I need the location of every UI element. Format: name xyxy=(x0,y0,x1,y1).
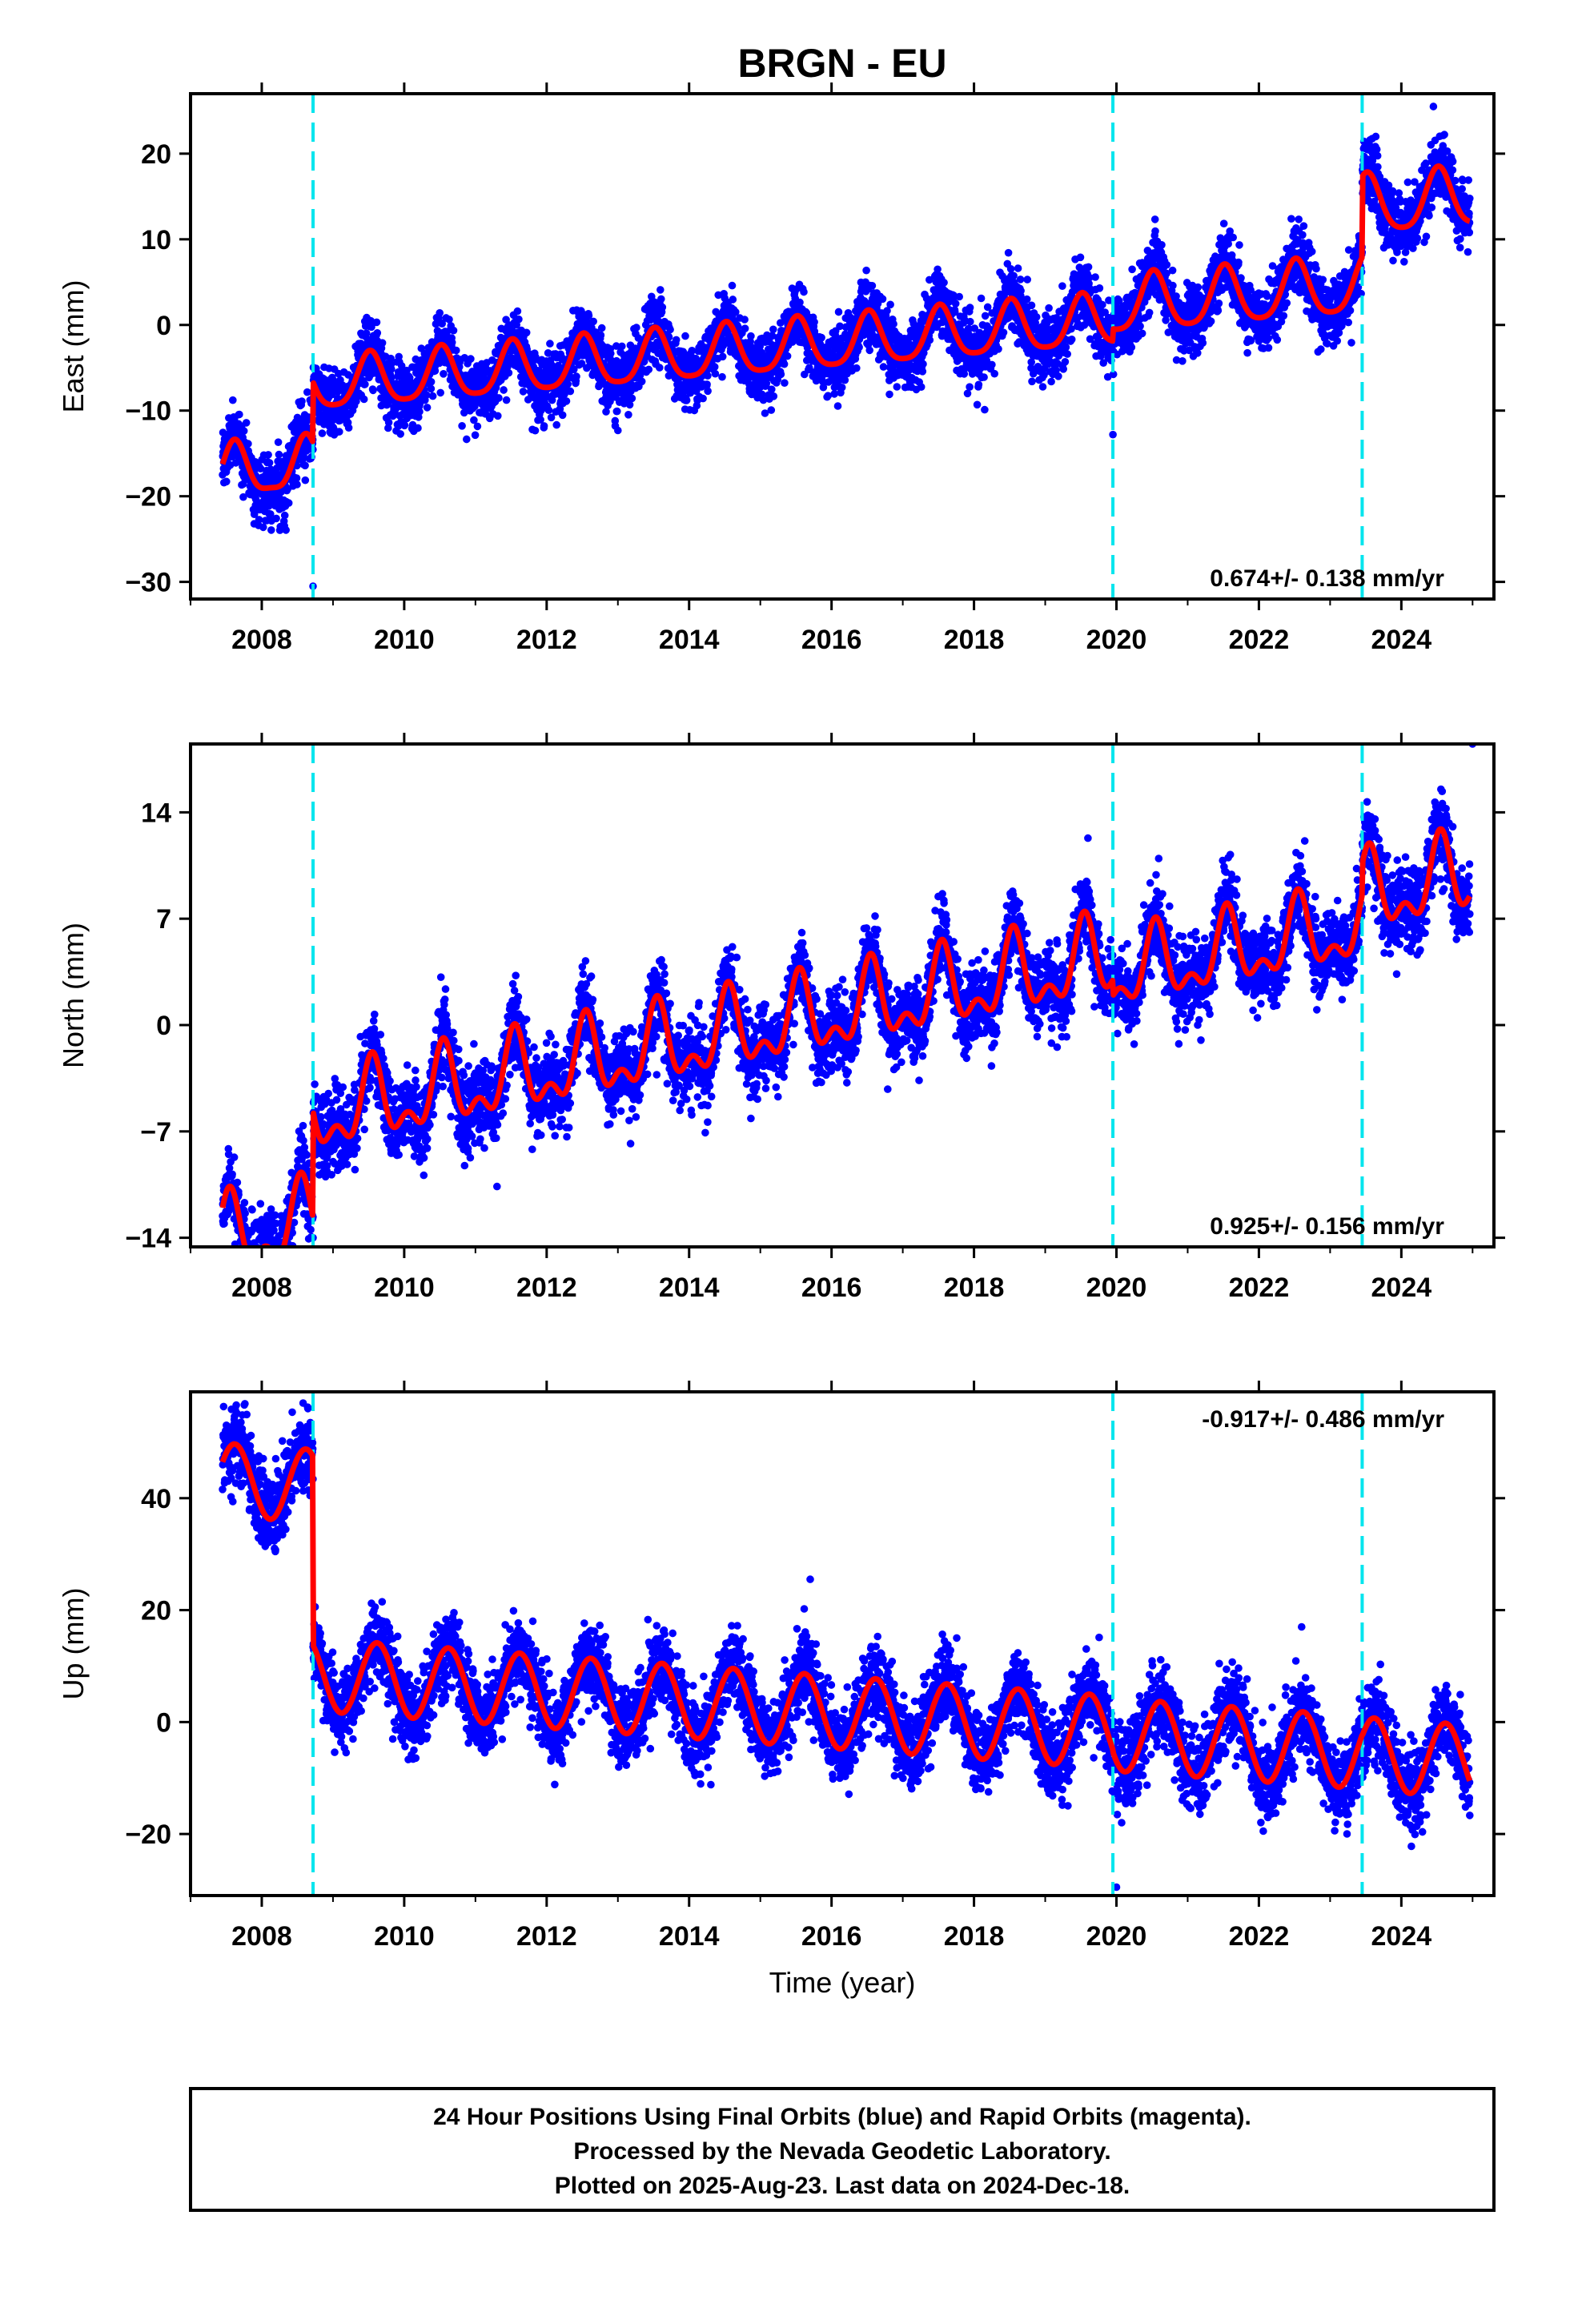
x-tick-label: 2012 xyxy=(516,625,577,655)
y-tick-label: −10 xyxy=(125,396,171,427)
y-tick-label: 40 xyxy=(141,1484,171,1514)
x-tick-label: 2010 xyxy=(374,1921,435,1952)
x-tick-label: 2020 xyxy=(1086,1273,1147,1303)
x-tick-label: 2010 xyxy=(374,625,435,655)
x-tick-label: 2012 xyxy=(516,1921,577,1952)
x-tick-label: 2018 xyxy=(944,625,1005,655)
x-tick-label: 2012 xyxy=(516,1273,577,1303)
x-tick-label: 2016 xyxy=(801,625,862,655)
x-tick-label: 2008 xyxy=(231,625,292,655)
figure-title: BRGN - EU xyxy=(737,41,946,86)
x-axis-label: Time (year) xyxy=(769,1966,916,1999)
caption-line-3: Plotted on 2025-Aug-23. Last data on 202… xyxy=(555,2173,1130,2199)
x-tick-label: 2016 xyxy=(801,1273,862,1303)
y-axis-label: North (mm) xyxy=(57,923,90,1068)
x-tick-label: 2018 xyxy=(944,1921,1005,1952)
x-tick-label: 2024 xyxy=(1371,625,1432,655)
y-tick-label: 0 xyxy=(156,1011,171,1041)
y-tick-label: 0 xyxy=(156,1707,171,1738)
x-tick-label: 2018 xyxy=(944,1273,1005,1303)
caption-box: 24 Hour Positions Using Final Orbits (bl… xyxy=(191,2089,1494,2210)
x-tick-label: 2024 xyxy=(1371,1921,1432,1952)
x-tick-label: 2020 xyxy=(1086,625,1147,655)
x-tick-label: 2014 xyxy=(659,1273,720,1303)
x-tick-label: 2010 xyxy=(374,1273,435,1303)
y-axis-label: East (mm) xyxy=(57,280,90,413)
y-axis-label: Up (mm) xyxy=(57,1588,90,1700)
y-tick-label: −14 xyxy=(125,1224,171,1254)
y-tick-label: 20 xyxy=(141,1596,171,1626)
y-tick-label: 20 xyxy=(141,139,171,170)
x-tick-label: 2022 xyxy=(1229,1273,1290,1303)
caption-line-2: Processed by the Nevada Geodetic Laborat… xyxy=(573,2138,1110,2165)
y-tick-label: 0 xyxy=(156,311,171,341)
caption-line-1: 24 Hour Positions Using Final Orbits (bl… xyxy=(433,2104,1251,2130)
x-tick-label: 2022 xyxy=(1229,1921,1290,1952)
y-tick-label: 14 xyxy=(141,798,171,828)
x-tick-label: 2014 xyxy=(659,625,720,655)
x-tick-label: 2020 xyxy=(1086,1921,1147,1952)
x-tick-label: 2014 xyxy=(659,1921,720,1952)
x-tick-label: 2022 xyxy=(1229,625,1290,655)
y-tick-label: 7 xyxy=(156,904,171,935)
rate-label: 0.925+/- 0.156 mm/yr xyxy=(1210,1213,1444,1240)
y-tick-label: −30 xyxy=(125,568,171,598)
y-tick-label: −20 xyxy=(125,1819,171,1850)
x-tick-label: 2008 xyxy=(231,1273,292,1303)
y-tick-label: 10 xyxy=(141,225,171,255)
x-tick-label: 2024 xyxy=(1371,1273,1432,1303)
rate-label: -0.917+/- 0.486 mm/yr xyxy=(1202,1406,1444,1433)
y-tick-label: −7 xyxy=(140,1117,171,1148)
rate-label: 0.674+/- 0.138 mm/yr xyxy=(1210,565,1444,592)
x-tick-label: 2016 xyxy=(801,1921,862,1952)
y-tick-label: −20 xyxy=(125,482,171,513)
x-tick-label: 2008 xyxy=(231,1921,292,1952)
